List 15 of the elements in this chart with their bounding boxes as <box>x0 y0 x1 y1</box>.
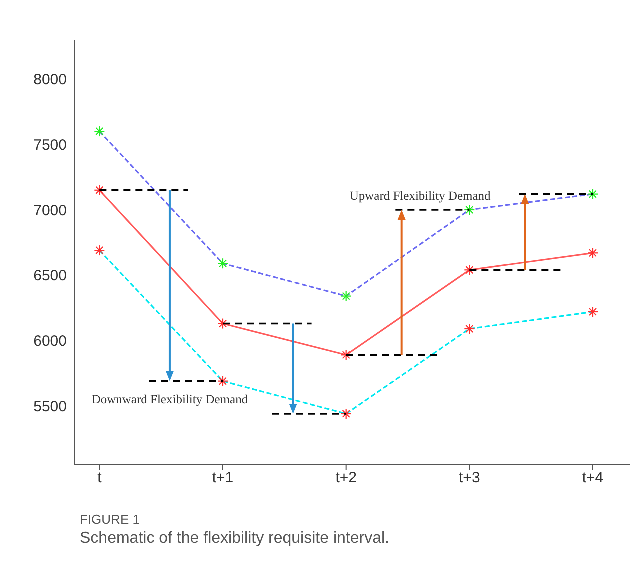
y-tick-label: 5500 <box>34 398 67 416</box>
x-tick-label: t+3 <box>459 470 480 487</box>
x-tick-label: t+2 <box>336 470 357 487</box>
x-tick-label: t+4 <box>582 470 604 487</box>
y-tick-label: 6000 <box>34 333 67 350</box>
text: Schematic of the flexibility requisite interval. <box>80 530 390 548</box>
annotation: Upward Flexibility Demand <box>350 189 492 203</box>
y-tick-label: 7000 <box>34 202 67 220</box>
x-tick-label: t <box>98 470 103 487</box>
caption: FIGURE 1 <box>80 512 141 527</box>
annotation: Downward Flexibility Demand <box>92 392 249 406</box>
y-tick-label: 6500 <box>34 268 67 285</box>
x-tick-label: t+1 <box>212 470 234 487</box>
y-tick-label: 8000 <box>34 72 67 89</box>
y-tick-label: 7500 <box>34 136 67 154</box>
